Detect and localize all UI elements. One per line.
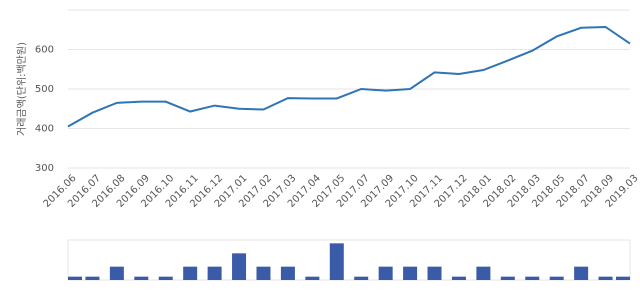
volume-bar xyxy=(403,266,418,280)
volume-bar xyxy=(500,276,515,280)
volume-bar xyxy=(183,266,198,280)
volume-bar xyxy=(427,266,442,280)
volume-bar xyxy=(207,266,222,280)
volume-frame xyxy=(67,239,631,281)
volume-bar xyxy=(598,276,613,280)
y-axis-label: 거래금액(단위:백만원) xyxy=(15,42,28,136)
volume-bar xyxy=(451,276,466,280)
volume-bar xyxy=(256,266,271,280)
y-tick-label: 600 xyxy=(35,45,54,56)
volume-bar xyxy=(329,243,344,280)
volume-bar xyxy=(134,276,149,280)
volume-bar xyxy=(378,266,393,280)
y-tick-label: 400 xyxy=(35,124,54,135)
line xyxy=(67,25,631,128)
volume-bar xyxy=(280,266,295,280)
volume-bar xyxy=(158,276,173,280)
volume-bar xyxy=(549,276,564,280)
volume-bar xyxy=(476,266,491,280)
volume-bar xyxy=(616,276,630,280)
volume-bar xyxy=(232,253,247,280)
y-tick-label: 500 xyxy=(35,84,54,95)
y-tick-label: 300 xyxy=(35,163,54,174)
volume-bar xyxy=(68,276,82,280)
volume-bar xyxy=(85,276,100,280)
volume-bar xyxy=(305,276,320,280)
volume-bar xyxy=(109,266,124,280)
volume-bar xyxy=(574,266,589,280)
volume-bar xyxy=(354,276,369,280)
volume-bar xyxy=(525,276,540,280)
